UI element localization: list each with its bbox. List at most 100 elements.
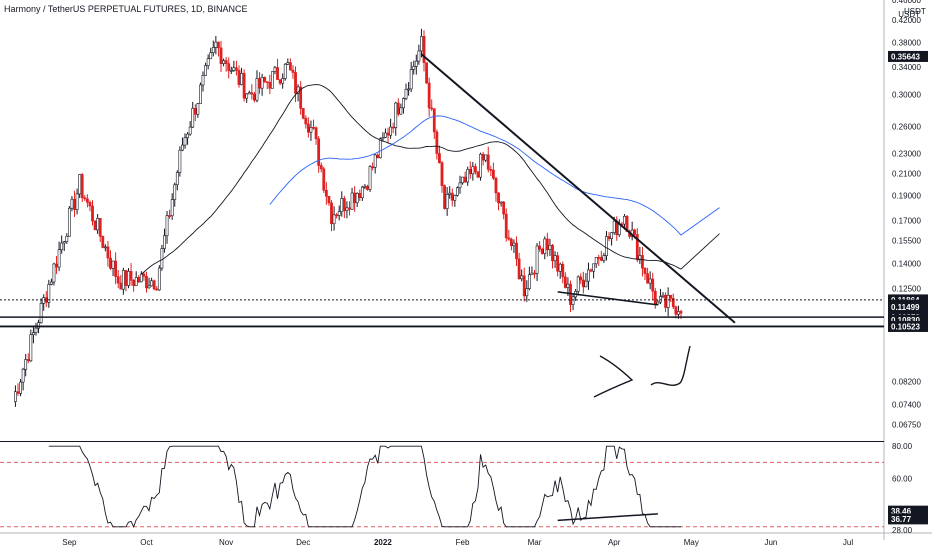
candle-body [679,311,683,314]
candle-body [394,102,398,128]
candle-body [674,306,678,315]
candle-body [445,194,449,209]
candle-body [494,177,498,194]
candle-body [571,296,575,305]
candle-body [232,67,236,71]
candle-body [635,234,639,261]
candle-body [525,288,529,297]
candle-body [381,137,385,140]
candle-body [173,184,177,200]
candle-body [535,245,539,274]
trendline-lower [557,291,658,306]
candle-body [101,236,105,248]
candle-body [566,283,570,288]
candle-body [417,50,421,62]
candle-body [605,236,608,256]
candle-body [651,278,655,292]
candle-body [491,169,495,179]
x-tick-label: Oct [140,538,153,547]
candle-body [65,235,69,242]
y-tick-label: 0.30000 [892,91,921,100]
candle-body [152,280,156,290]
x-tick-label: Nov [219,538,233,547]
candle-body [335,214,339,217]
candle-body [39,303,43,323]
candle-body [240,73,243,85]
candle-body [73,198,76,210]
candle-body [489,169,493,171]
candle-body [576,276,580,292]
candle-body [62,241,66,244]
candle-body [558,263,562,272]
candle-body [21,368,25,383]
candle-body [527,274,531,289]
y-tick-label: 0.07400 [892,400,921,409]
candle-body [181,144,184,151]
candle-body [188,126,192,135]
candle-body [376,154,380,159]
candle-body [479,153,482,178]
candle-body [337,211,341,216]
y-tick-label: 0.21000 [892,170,921,179]
candle-body [548,244,552,251]
candle-body [396,102,400,115]
candle-body [155,288,159,291]
candle-body [384,132,387,138]
candle-body [391,126,395,129]
candle-body [304,117,308,125]
candle-body [520,275,524,280]
x-tick-label: Dec [296,538,310,547]
x-tick-label: Apr [608,538,621,547]
candle-body [543,238,547,254]
candle-body [245,93,249,99]
candle-body [160,248,164,269]
candle-body [484,154,488,161]
candle-body [386,132,390,136]
candle-body [666,294,670,308]
candle-body [561,263,565,278]
candle-body [119,282,123,290]
candle-body [260,76,264,89]
candle-body [309,127,313,133]
candle-body [443,185,446,209]
x-tick-label: Jul [843,538,853,547]
candle-body [60,242,64,251]
candle-body [507,237,511,240]
y-tick-label: 0.15500 [892,237,921,246]
candle-body [306,123,310,133]
rsi-value-tag [888,505,928,517]
candle-body [476,171,480,178]
candle-body [237,70,241,85]
candle-body [139,273,143,283]
candle-body [214,41,218,48]
candle-body [145,276,148,289]
candle-body [70,198,74,209]
candle-body [324,189,328,197]
candle-body [330,202,333,225]
price-tag-label: 0.10523 [891,322,920,331]
candle-body [461,176,464,184]
candle-body [88,201,92,207]
candle-body [602,255,606,261]
candle-body [150,280,154,287]
candle-body [463,176,467,183]
candle-body [677,311,680,315]
candle-body [402,98,405,109]
candle-body [358,193,362,199]
rsi-value-tag [888,513,928,525]
candle-body [440,162,444,187]
y-tick-label: 0.38000 [892,38,921,47]
candle-body [247,92,251,95]
candle-body [24,359,28,370]
candle-body [288,62,292,71]
candle-body [193,107,197,115]
candle-body [278,79,282,84]
candle-body [294,72,297,94]
rsi-tick-label: 60.00 [892,474,913,483]
candle-body [319,165,323,170]
candle-body [132,280,136,286]
y-tick-label: 0.17000 [892,216,921,225]
candle-body [584,280,588,288]
candle-body [55,263,58,268]
